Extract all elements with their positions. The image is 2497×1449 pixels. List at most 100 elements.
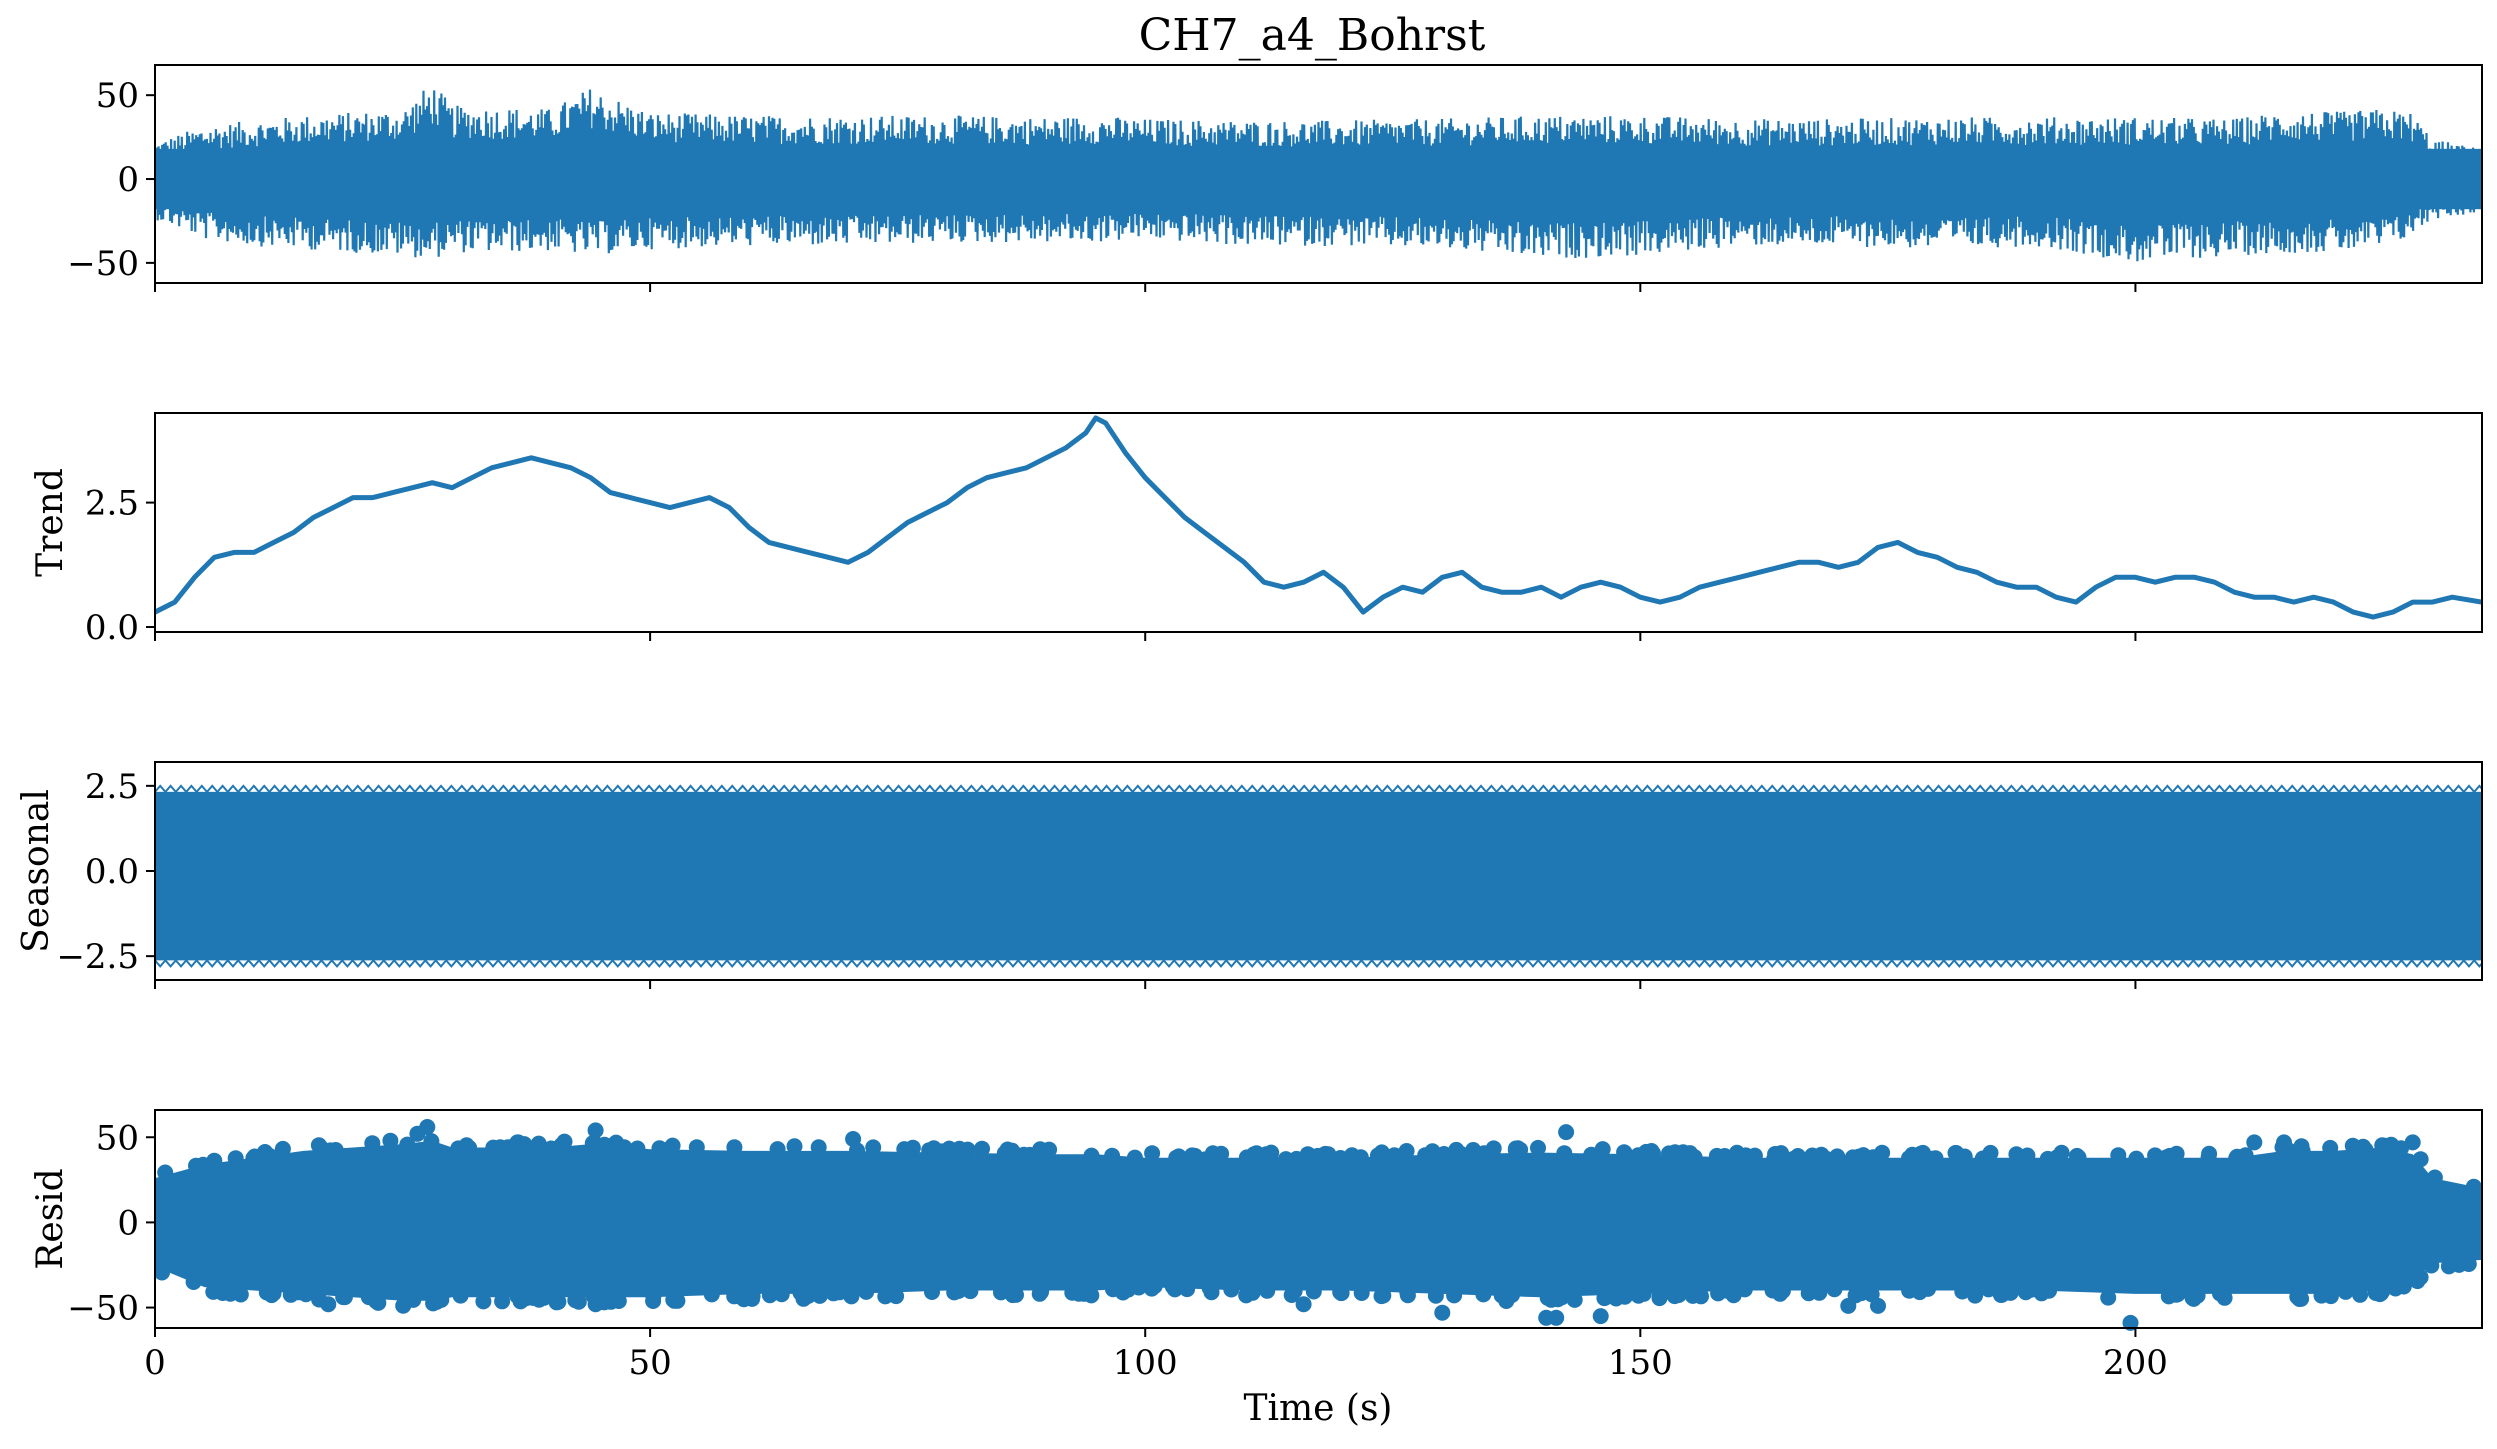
resid-point [1120, 1281, 1137, 1298]
resid-point [1982, 1144, 1999, 1161]
resid-point [1179, 1281, 1196, 1298]
resid-point [1530, 1139, 1546, 1156]
resid-point [1829, 1148, 1846, 1165]
resid-point [941, 1140, 958, 1157]
resid-point [2440, 1258, 2457, 1275]
resid-point [155, 1264, 170, 1281]
resid-point [2168, 1286, 2185, 1303]
y-tick-label: −50 [67, 1289, 139, 1329]
resid-point [1954, 1283, 1971, 1300]
resid-point [1785, 1151, 1801, 1167]
resid-outlier-point [1295, 1296, 1312, 1313]
y-tick-label: 2.5 [85, 484, 139, 524]
resid-point [1166, 1281, 1183, 1298]
resid-point [688, 1139, 705, 1156]
y-tick-label: 0 [117, 1203, 139, 1243]
panel-trend: 0.0 2.5 Trend [30, 412, 2483, 648]
resid-point [825, 1285, 842, 1302]
resid-point [1616, 1144, 1633, 1161]
resid-outlier-point [2246, 1134, 2263, 1151]
resid-point [510, 1134, 527, 1151]
resid-point [2039, 1150, 2056, 1167]
resid-point [322, 1142, 339, 1159]
resid-point [2041, 1282, 2057, 1299]
resid-point [1104, 1147, 1121, 1164]
resid-point [528, 1288, 545, 1305]
x-tick-label: 50 [628, 1343, 671, 1383]
resid-point [1543, 1291, 1560, 1308]
resid-point [1213, 1145, 1230, 1162]
resid-outlier-point [1840, 1297, 1857, 1314]
resid-point [1911, 1284, 1928, 1301]
resid-point [263, 1287, 280, 1304]
resid-point [1512, 1141, 1529, 1158]
resid-point [1475, 1286, 1492, 1303]
y-tick-label: 0.0 [85, 852, 139, 892]
resid-point [206, 1152, 223, 1169]
resid-outlier-point [587, 1122, 604, 1139]
resid-point [962, 1283, 979, 1300]
axes-frame [154, 1109, 2483, 1329]
resid-point [921, 1142, 938, 1159]
resid-point [703, 1286, 720, 1303]
resid-outlier-point [1434, 1304, 1451, 1321]
plot-area-seasonal [155, 784, 2482, 968]
resid-point [2423, 1257, 2440, 1274]
resid-point [792, 1284, 809, 1301]
resid-point [2216, 1289, 2233, 1306]
resid-point [548, 1294, 565, 1311]
resid-point [262, 1148, 279, 1165]
resid-point [2322, 1285, 2339, 1302]
axes-frame [154, 64, 2483, 284]
resid-point [475, 1293, 492, 1310]
resid-point [1031, 1285, 1048, 1302]
resid-point [616, 1139, 633, 1156]
seasonal-band [155, 791, 2482, 961]
resid-point [1869, 1150, 1886, 1166]
resid-outlier-point [587, 1296, 604, 1313]
resid-point [2367, 1285, 2384, 1301]
resid-point [761, 1287, 778, 1304]
resid-outlier-point [1592, 1308, 1609, 1325]
resid-point [2293, 1138, 2310, 1155]
resid-point [2229, 1148, 2246, 1165]
resid-point [726, 1139, 743, 1156]
resid-point [530, 1135, 547, 1152]
panel-observed: −50 0 50 [67, 64, 2483, 292]
resid-point [974, 1140, 990, 1157]
resid-point [2184, 1290, 2201, 1306]
resid-point [428, 1293, 445, 1310]
resid-point [1927, 1150, 1944, 1167]
resid-point [274, 1140, 291, 1157]
resid-point [1446, 1287, 1463, 1304]
resid-point [773, 1286, 790, 1303]
resid-point [1353, 1285, 1370, 1301]
resid-point [1800, 1285, 1817, 1302]
panels: −500500.02.5Trend−2.50.02.5Seasonal−5005… [16, 64, 2483, 1383]
resid-point [2110, 1147, 2127, 1164]
resid-point [336, 1289, 353, 1306]
y-tick-label: 50 [96, 1118, 139, 1158]
resid-outlier-point [1558, 1124, 1575, 1141]
resid-point [1635, 1285, 1652, 1302]
resid-point [1956, 1148, 1973, 1165]
resid-point [1021, 1146, 1038, 1163]
resid-point [858, 1283, 875, 1300]
resid-point [2100, 1289, 2117, 1306]
resid-point [1465, 1142, 1482, 1158]
resid-point [1309, 1147, 1326, 1164]
resid-point [1283, 1287, 1300, 1303]
resid-point [282, 1286, 299, 1303]
y-tick-label: 50 [96, 76, 139, 116]
resid-point [1693, 1288, 1709, 1305]
resid-point [1774, 1282, 1791, 1299]
resid-point [2293, 1290, 2310, 1307]
resid-point [1370, 1147, 1386, 1164]
resid-point [999, 1141, 1016, 1158]
seasonal-oscillation [155, 784, 2482, 968]
resid-point [2465, 1178, 2482, 1195]
resid-point [665, 1291, 682, 1308]
resid-point [461, 1139, 478, 1156]
resid-point [1566, 1291, 1583, 1308]
